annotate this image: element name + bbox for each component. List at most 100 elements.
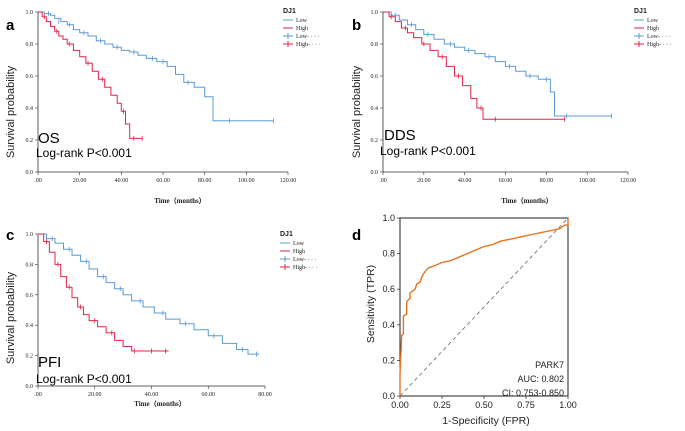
km-curve-a-high (38, 11, 143, 139)
legend-title-c: DJ1 (280, 231, 293, 238)
legend-label-a-high-censored: High- · · · (296, 42, 321, 48)
legend-label-b-low: Low (647, 18, 659, 24)
legend-label-a-high: High (296, 26, 308, 32)
km-curve-c-high (38, 233, 169, 352)
roc-y-tick-label: 0.4 (382, 320, 395, 330)
x-tick-label-c: 20.00 (88, 392, 102, 398)
endpoint-label-dds: DDS (384, 127, 416, 144)
x-tick-label-b: 80.00 (540, 178, 554, 184)
y-axis-label-b: Survival probability (351, 65, 363, 158)
roc-y-tick-label: 0.2 (382, 355, 395, 365)
x-tick-label-c: 60.00 (202, 392, 216, 398)
x-tick-label-c: 80.00 (258, 392, 272, 398)
roc-y-tick-label: 0.8 (382, 249, 395, 259)
logrank-text-b: Log-rank P<0.001 (380, 144, 476, 158)
y-axis-label-c: Survival probability (5, 271, 17, 364)
km-plot-a: 0.0 0.2 0.4 0.6 0.8 1.0 .00 20.00 40.00 60.00 80.0… (26, 10, 297, 184)
y-tick-label-b: 0.2 (371, 138, 379, 144)
y-tick-label-a: 0.2 (26, 138, 34, 144)
panel-letter-d: d (352, 227, 361, 244)
y-tick-label-a: 0.4 (26, 106, 34, 112)
y-tick-label-a: 0.8 (26, 42, 34, 48)
y-tick-label-c: 0.8 (26, 262, 34, 268)
roc-x-tick-label: 0.75 (517, 400, 535, 410)
endpoint-label-pfi: PFI (38, 354, 61, 371)
x-tick-label-a: 100.00 (238, 178, 255, 184)
roc-gene-label: PARK7 (535, 360, 564, 370)
x-axis-label-c: Time（months） (134, 400, 186, 408)
roc-x-tick-label: 1.00 (559, 400, 577, 410)
logrank-text-c: Log-rank P<0.001 (36, 372, 132, 386)
legend-label-b-low-censored: Low- · · · (647, 34, 671, 40)
km-curve-b-high (383, 11, 565, 120)
legend-label-c-high-censored: High- · · · (293, 265, 318, 271)
y-tick-label-c: 1.0 (26, 232, 34, 238)
x-tick-label-a: 20.00 (73, 178, 87, 184)
legend-c: DJ1 Low High Low- · · · High- · · · (280, 231, 318, 271)
x-axis-label-b: Time（months） (501, 197, 553, 205)
y-tick-label-c: 0.6 (26, 293, 34, 299)
y-tick-label-a: 1.0 (26, 10, 34, 16)
y-tick-label-b: 0.0 (371, 170, 379, 176)
y-tick-label-a: 0.0 (26, 170, 34, 176)
roc-x-tick-label: 0.25 (433, 400, 451, 410)
x-tick-label-b: 20.00 (417, 178, 431, 184)
y-tick-label-c: 0.4 (26, 323, 34, 329)
roc-x-tick-label: 0.00 (391, 400, 409, 410)
panel-letter-c: c (6, 227, 14, 244)
y-tick-label-c: 0.0 (26, 384, 34, 390)
x-tick-label-a: 120.00 (280, 178, 297, 184)
panel-d-roc: d 0.0 0.2 0.4 0.6 0.8 1.0 0.00 0.25 0.50 0.75 1.00… (352, 213, 577, 427)
roc-y-tick-label: 0.0 (382, 391, 395, 401)
y-tick-label-c: 0.2 (26, 354, 34, 360)
legend-a: DJ1 Low High Low- · · · High- · · · (283, 8, 321, 48)
y-axis-label-d: Sensitivity (TPR) (365, 265, 377, 343)
legend-label-b-high: High (647, 26, 659, 32)
roc-curve (399, 218, 569, 396)
legend-label-b-high-censored: High- · · · (647, 42, 672, 48)
legend-label-a-low-censored: Low- · · · (296, 34, 320, 40)
panel-letter-a: a (6, 17, 15, 34)
x-tick-label-c: .00 (34, 392, 42, 398)
y-tick-label-b: 0.6 (371, 74, 379, 80)
logrank-text-a: Log-rank P<0.001 (36, 146, 132, 160)
roc-diagonal-reference (399, 217, 569, 397)
y-tick-label-a: 0.6 (26, 74, 34, 80)
panel-letter-b: b (352, 17, 361, 34)
km-curve-c-low (38, 233, 260, 355)
legend-title-b: DJ1 (634, 8, 647, 15)
x-tick-label-a: .00 (34, 178, 42, 184)
km-curve-b-low (383, 11, 612, 117)
x-axis-label-d: 1-Specificity (FPR) (442, 415, 530, 427)
y-tick-label-b: 1.0 (371, 10, 379, 16)
legend-label-c-low: Low (293, 241, 305, 247)
panel-b-dds-km: b 0.0 0.2 0.4 0.6 0.8 1.0 .00 20.00 40.00 60.00 80… (351, 8, 672, 205)
x-tick-label-c: 40.00 (145, 392, 159, 398)
x-tick-label-b: .00 (379, 178, 387, 184)
panel-a-os-km: a 0.0 0.2 0.4 0.6 0.8 1.0 .00 20.00 40.00 60.00 80… (5, 8, 321, 205)
km-plot-c: 0.0 0.2 0.4 0.6 0.8 1.0 .00 20.00 40.00 60.00 80.0… (26, 232, 272, 398)
legend-title-a: DJ1 (283, 8, 296, 15)
roc-y-tick-label: 1.0 (382, 213, 395, 223)
x-axis-label-a: Time（months） (154, 197, 206, 205)
km-plot-b: 0.0 0.2 0.4 0.6 0.8 1.0 .00 20.00 40.00 60.00 80.0… (371, 10, 637, 184)
x-tick-label-b: 60.00 (499, 178, 513, 184)
x-tick-label-a: 60.00 (156, 178, 170, 184)
legend-b: DJ1 Low High Low- · · · High- · · · (634, 8, 672, 48)
roc-auc-label: AUC: 0.802 (517, 374, 564, 384)
x-tick-label-b: 40.00 (458, 178, 472, 184)
x-tick-label-a: 40.00 (115, 178, 129, 184)
legend-label-a-low: Low (296, 18, 308, 24)
x-tick-label-a: 80.00 (198, 178, 212, 184)
y-tick-label-b: 0.8 (371, 42, 379, 48)
legend-label-c-low-censored: Low- · · · (293, 257, 317, 263)
roc-x-tick-label: 0.50 (475, 400, 493, 410)
roc-plot: 0.0 0.2 0.4 0.6 0.8 1.0 0.00 0.25 0.50 0.75 1.00 (382, 213, 576, 410)
y-axis-label-a: Survival probability (5, 65, 17, 158)
x-tick-label-b: 100.00 (579, 178, 596, 184)
km-curve-a-low (38, 11, 274, 122)
legend-label-c-high: High (293, 249, 305, 255)
x-tick-label-b: 120.00 (620, 178, 637, 184)
y-tick-label-b: 0.4 (371, 106, 379, 112)
